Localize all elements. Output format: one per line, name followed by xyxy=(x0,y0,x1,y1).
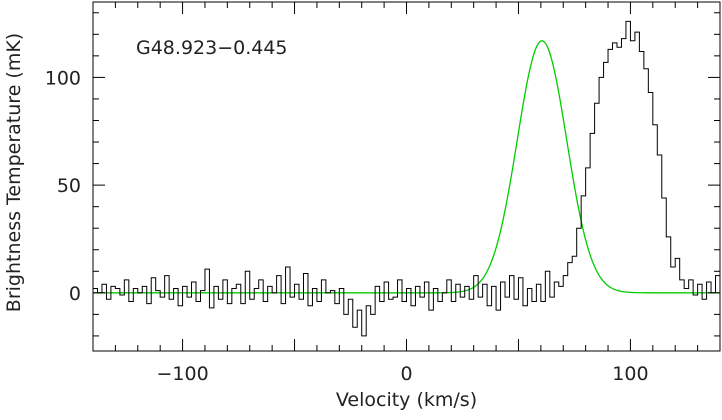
y-axis-title: Brightness Temperature (mK) xyxy=(3,33,25,312)
gaussian-fit-line xyxy=(93,40,720,294)
x-axis-title: Velocity (km/s) xyxy=(336,389,477,411)
tick-labels: −100 0 100 0 50 100 xyxy=(45,67,649,385)
y-tick-label: 50 xyxy=(57,175,81,197)
y-tick-label: 0 xyxy=(69,283,81,305)
y-tick-label: 100 xyxy=(45,67,81,89)
source-name-annotation: G48.923−0.445 xyxy=(136,37,288,59)
x-tick-label: 100 xyxy=(612,363,648,385)
x-tick-label: 0 xyxy=(400,363,412,385)
x-tick-label: −100 xyxy=(156,363,208,385)
spectrum-step-line xyxy=(93,20,720,337)
axis-ticks xyxy=(92,2,721,351)
